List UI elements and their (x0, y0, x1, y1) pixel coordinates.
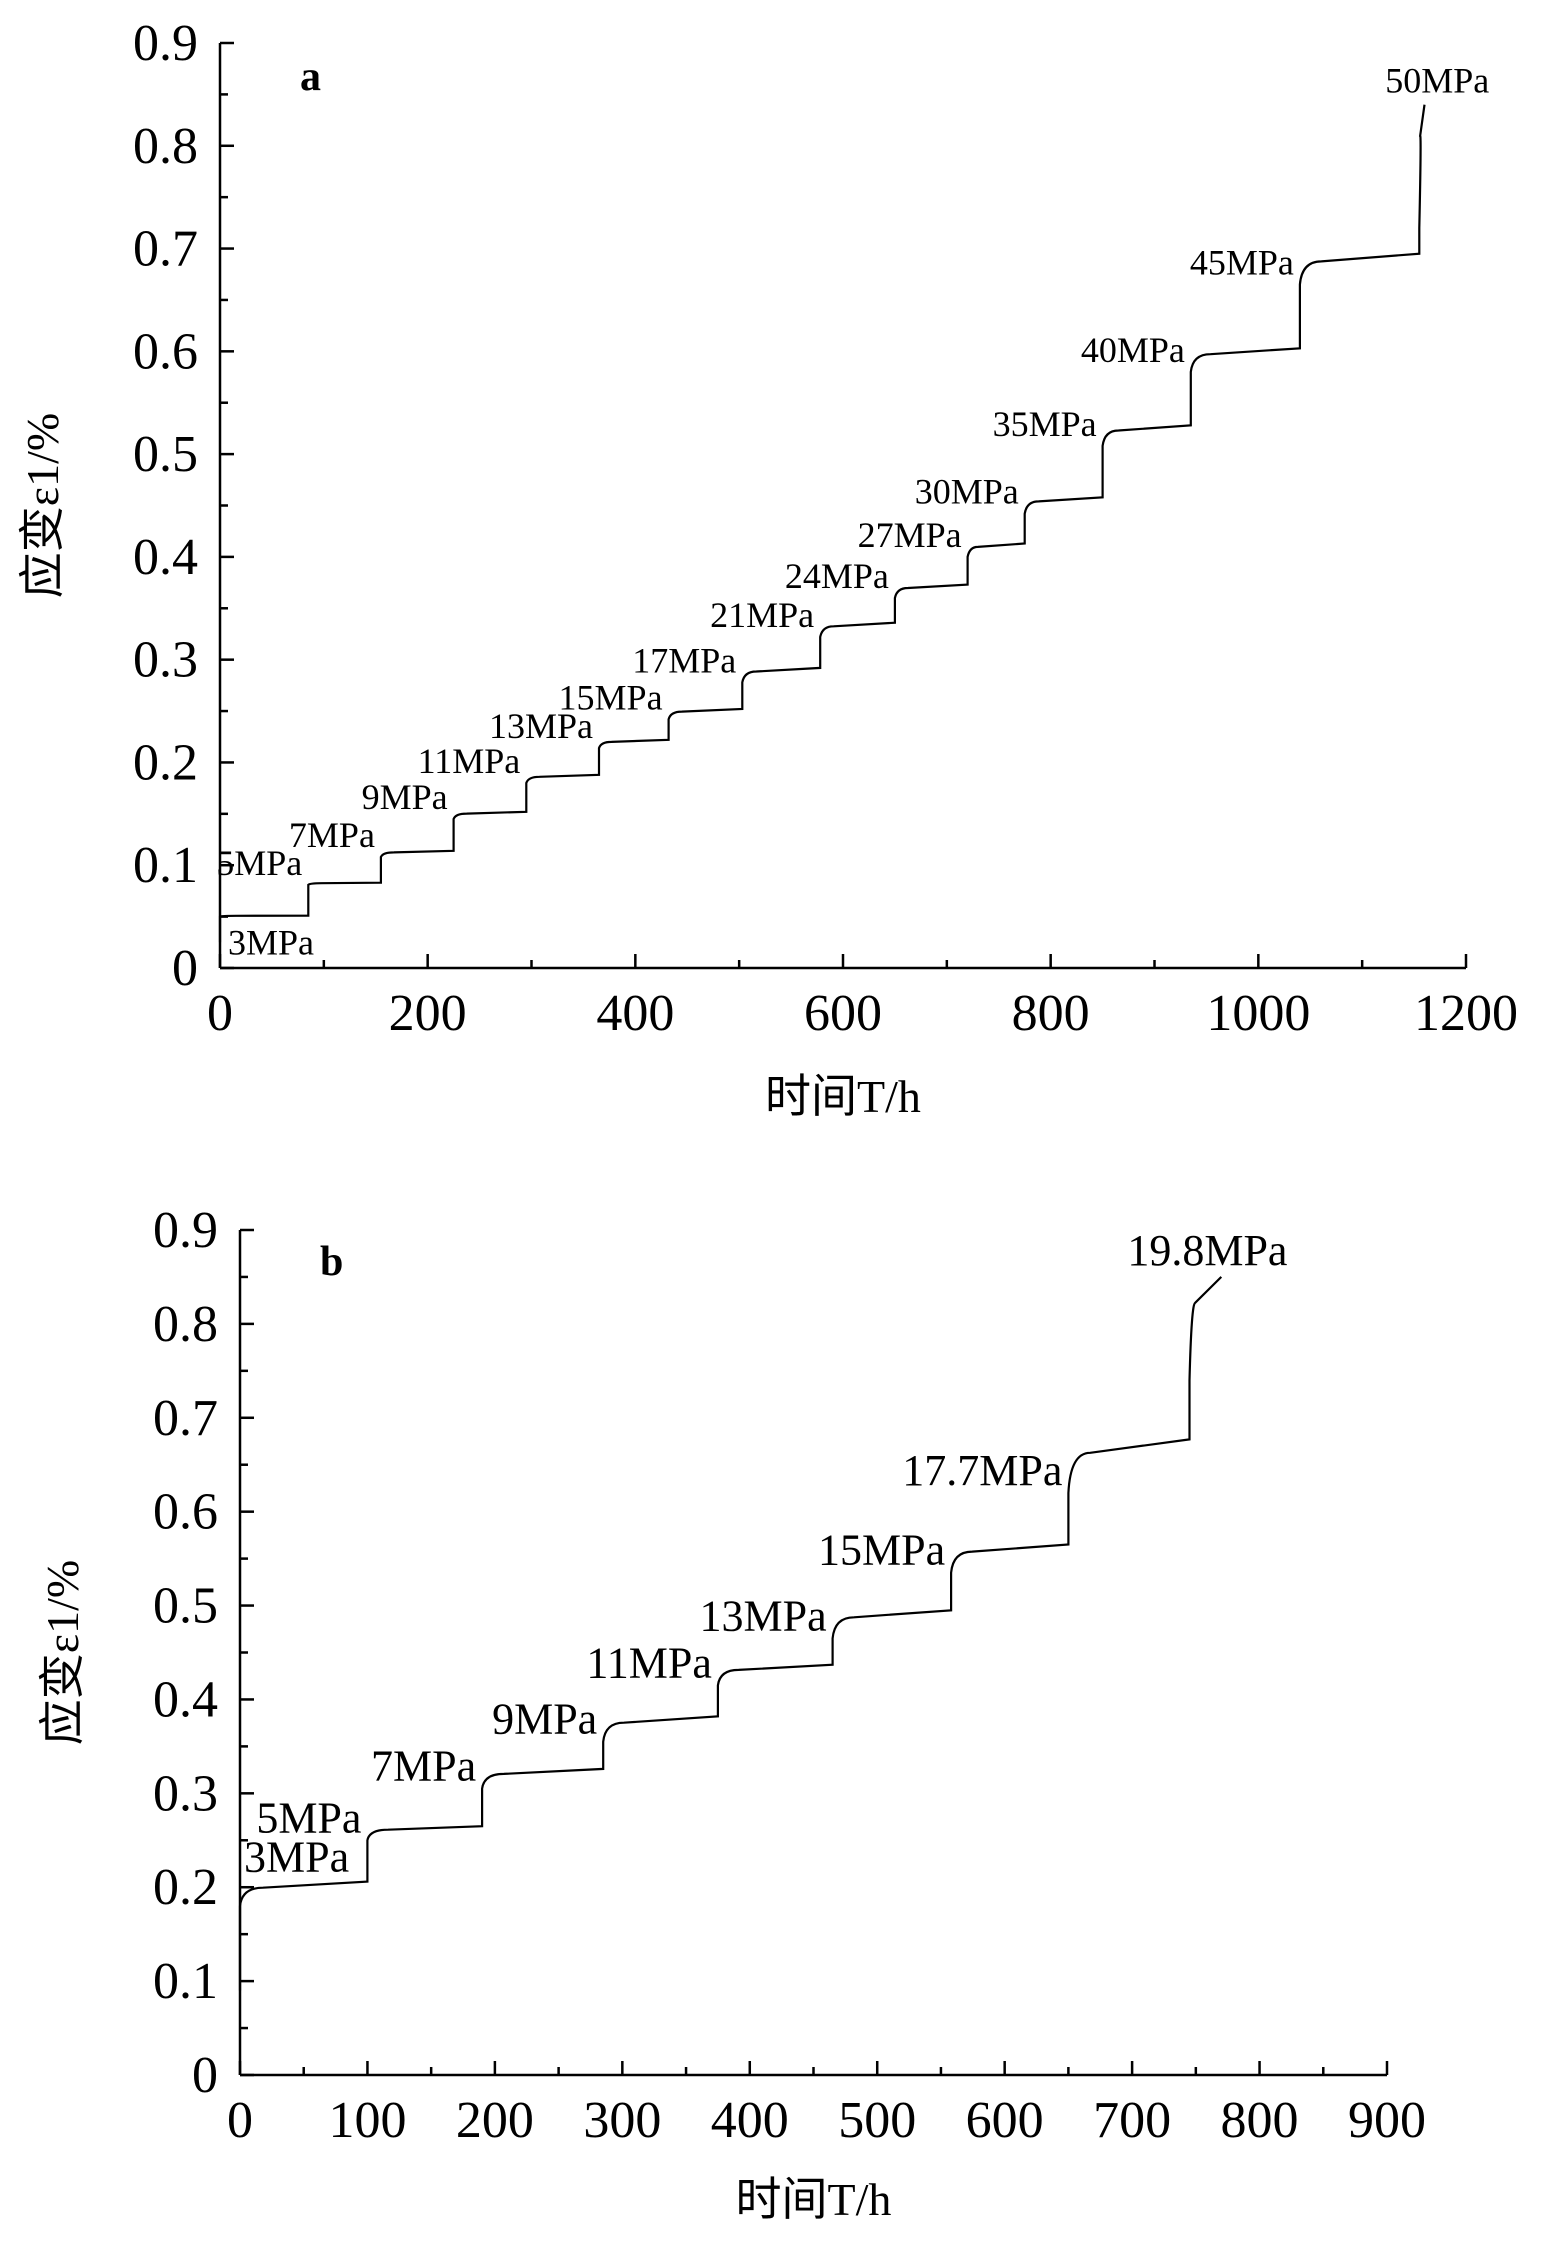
y-tick-label: 0.3 (153, 1765, 218, 1822)
load-step-label: 9MPa (492, 1695, 597, 1744)
x-tick-label: 700 (1093, 2092, 1171, 2149)
y-tick-label: 0.9 (133, 15, 198, 72)
y-tick-label: 0.4 (153, 1671, 218, 1728)
y-tick-label: 0.9 (153, 1202, 218, 1259)
x-tick-label: 600 (966, 2092, 1044, 2149)
x-tick-label: 0 (227, 2092, 253, 2149)
x-tick-label: 600 (804, 985, 882, 1042)
load-step-label: 21MPa (710, 595, 814, 635)
panel-a: 0 200 400 600 800 1000 1200 0 0.1 0.2 0.3 0.4 0.5 0.6… (17, 15, 1518, 1122)
load-step-label: 40MPa (1081, 330, 1185, 370)
x-tick-label: 500 (838, 2092, 916, 2149)
x-tick-label: 1200 (1414, 985, 1518, 1042)
load-step-label: 5MPa (256, 1793, 361, 1842)
creep-curve (218, 104, 1426, 943)
creep-curve (238, 1276, 1223, 1991)
panel-letter: a (300, 54, 321, 100)
load-step-label: 19.8MPa (1127, 1226, 1287, 1275)
panel-b: 0 100 200 300 400 500 600 700 800 900 0 0.1 0.2 0.3 0.… (37, 1202, 1426, 2225)
panel-letter: b (320, 1239, 343, 1285)
load-step-label: 45MPa (1190, 243, 1294, 283)
y-tick-label: 0.6 (133, 323, 198, 380)
x-tick-label: 900 (1348, 2092, 1426, 2149)
y-tick-label: 0.8 (133, 118, 198, 175)
y-axis-title: 应变ε1/% (37, 1560, 88, 1745)
y-tick-label: 0.7 (153, 1390, 218, 1447)
load-step-label: 17MPa (632, 640, 736, 680)
load-step-label: 5MPa (216, 843, 302, 883)
x-tick-label: 1000 (1206, 985, 1310, 1042)
x-tick-label: 800 (1012, 985, 1090, 1042)
load-step-label: 17.7MPa (902, 1446, 1062, 1495)
y-tick-label: 0.7 (133, 221, 198, 278)
x-tick-label: 200 (456, 2092, 534, 2149)
y-tick-label: 0.4 (133, 529, 198, 586)
y-tick-label: 0 (192, 2047, 218, 2104)
load-step-label: 7MPa (371, 1742, 476, 1791)
y-tick-label: 0.1 (133, 837, 198, 894)
load-step-label: 13MPa (489, 706, 593, 746)
y-tick-label: 0.5 (153, 1578, 218, 1635)
x-axis-title: 时间T/h (765, 1071, 921, 1122)
x-tick-label: 200 (389, 985, 467, 1042)
load-step-label: 27MPa (858, 515, 962, 555)
load-step-label: 13MPa (699, 1591, 826, 1640)
load-step-label: 30MPa (915, 472, 1019, 512)
load-step-label: 3MPa (244, 1833, 349, 1882)
y-tick-label: 0.1 (153, 1953, 218, 2010)
x-tick-label: 800 (1221, 2092, 1299, 2149)
x-axis-title: 时间T/h (736, 2174, 892, 2225)
y-tick-label: 0.8 (153, 1296, 218, 1353)
load-step-label: 15MPa (818, 1526, 945, 1575)
load-step-label: 11MPa (586, 1638, 712, 1687)
load-step-label: 24MPa (785, 556, 889, 596)
load-step-label: 7MPa (289, 815, 375, 855)
y-tick-label: 0.5 (133, 426, 198, 483)
x-tick-label: 0 (207, 985, 233, 1042)
load-step-label: 15MPa (559, 677, 663, 717)
y-tick-label: 0.6 (153, 1484, 218, 1541)
y-tick-label: 0.2 (153, 1859, 218, 1916)
y-tick-label: 0 (172, 940, 198, 997)
y-tick-label: 0.3 (133, 632, 198, 689)
y-tick-label: 0.2 (133, 734, 198, 791)
x-tick-label: 100 (328, 2092, 406, 2149)
load-step-label: 50MPa (1385, 61, 1489, 101)
load-step-label: 9MPa (362, 777, 448, 817)
load-step-label: 11MPa (418, 741, 521, 781)
load-step-label: 3MPa (228, 923, 314, 963)
x-tick-label: 400 (711, 2092, 789, 2149)
x-tick-label: 400 (596, 985, 674, 1042)
load-step-label: 35MPa (993, 404, 1097, 444)
y-axis-title: 应变ε1/% (17, 413, 68, 598)
x-tick-label: 300 (583, 2092, 661, 2149)
